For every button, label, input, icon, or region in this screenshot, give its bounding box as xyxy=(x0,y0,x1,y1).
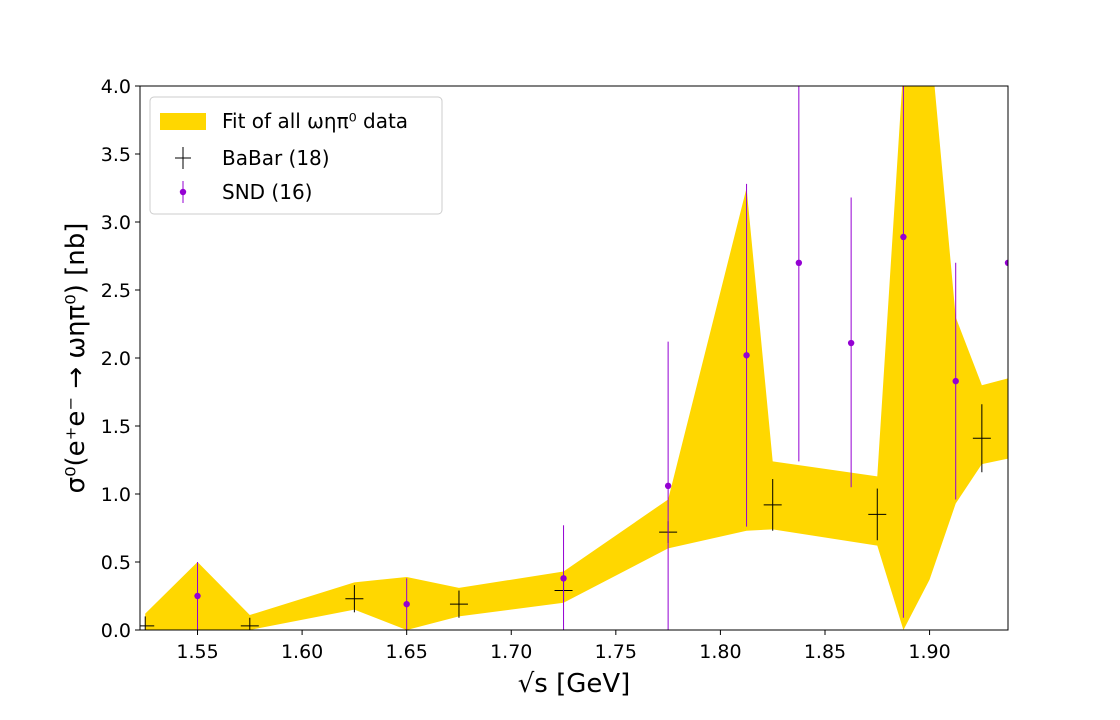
snd-marker xyxy=(900,233,907,241)
y-tick-label: 2.0 xyxy=(101,348,131,370)
x-tick-label: 1.55 xyxy=(176,641,218,663)
legend-band-swatch xyxy=(160,113,206,130)
snd-point xyxy=(795,86,803,462)
babar-point xyxy=(868,488,887,541)
y-tick-label: 4.0 xyxy=(101,76,131,98)
y-tick-label: 3.5 xyxy=(101,144,131,166)
legend-babar-marker xyxy=(175,147,191,169)
y-tick-label: 0.0 xyxy=(101,620,131,642)
snd-point xyxy=(847,197,855,488)
snd-point xyxy=(900,86,907,618)
y-tick-label: 1.5 xyxy=(101,416,131,438)
x-tick-label: 1.85 xyxy=(804,641,846,663)
snd-marker xyxy=(847,339,855,347)
snd-marker xyxy=(194,592,201,600)
x-axis: 1.55 1.60 1.65 1.70 1.75 1.80 1.85 1.90 xyxy=(176,630,951,663)
x-tick-label: 1.90 xyxy=(908,641,950,663)
x-tick-label: 1.60 xyxy=(281,641,323,663)
x-axis-title: √s [GeV] xyxy=(518,669,631,699)
y-tick-label: 1.0 xyxy=(101,484,131,506)
snd-marker xyxy=(403,600,410,608)
snd-marker xyxy=(664,482,672,490)
snd-marker xyxy=(560,575,567,582)
snd-point xyxy=(743,183,750,527)
y-axis-title: σ⁰(e⁺e⁻ → ωηπ⁰) [nb] xyxy=(61,223,91,494)
legend-label-snd: SND (16) xyxy=(222,180,312,204)
plot-area xyxy=(140,86,1008,630)
x-tick-label: 1.75 xyxy=(595,641,637,663)
babar-point xyxy=(972,404,991,473)
snd-point xyxy=(560,525,567,630)
snd-point xyxy=(952,262,959,500)
fit-band xyxy=(145,86,1008,630)
legend-snd-marker xyxy=(179,181,187,203)
snd-marker xyxy=(795,259,803,266)
legend-snd-dot xyxy=(179,188,187,196)
legend-frame xyxy=(149,96,443,215)
y-tick-label: 0.5 xyxy=(101,552,131,574)
babar-point xyxy=(763,479,782,531)
snd-point xyxy=(1004,259,1008,266)
x-tick-label: 1.80 xyxy=(699,641,741,663)
x-tick-label: 1.65 xyxy=(386,641,428,663)
snd-point xyxy=(194,562,201,630)
babar-point xyxy=(449,590,468,618)
legend: Fit of all ωηπ⁰ data BaBar (18) SND (16) xyxy=(149,96,443,215)
snd-point xyxy=(403,578,410,630)
snd-marker xyxy=(1004,259,1008,266)
legend-label-babar: BaBar (18) xyxy=(222,146,330,170)
babar-point xyxy=(240,617,259,630)
babar-point xyxy=(140,616,155,630)
y-tick-label: 2.5 xyxy=(101,280,131,302)
snd-marker xyxy=(743,352,750,359)
x-tick-label: 1.70 xyxy=(490,641,532,663)
babar-point xyxy=(345,585,364,613)
snd-marker xyxy=(952,377,959,385)
y-axis: 0.0 0.5 1.0 1.5 2.0 2.5 3.0 3.5 4.0 xyxy=(101,76,140,642)
y-tick-label: 3.0 xyxy=(101,212,131,234)
snd-point xyxy=(664,341,672,630)
legend-label-fit: Fit of all ωηπ⁰ data xyxy=(222,109,408,133)
